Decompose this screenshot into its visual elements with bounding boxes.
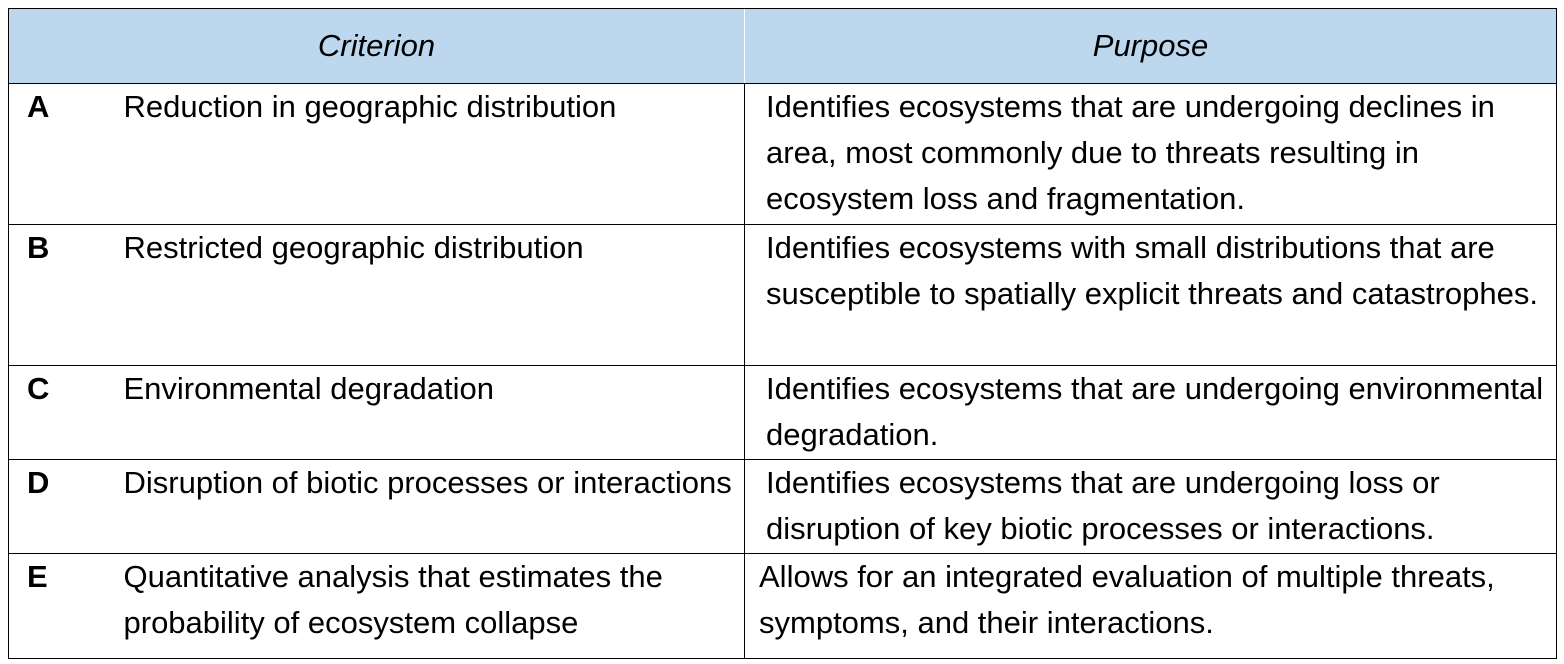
header-criterion: Criterion — [8, 8, 745, 84]
table-row: E Quantitative analysis that estimates t… — [8, 553, 1557, 659]
row-letter: B — [8, 224, 108, 366]
row-purpose: Identifies ecosystems that are undergoin… — [744, 459, 1557, 554]
table-row: B Restricted geographic distribution Ide… — [8, 224, 1557, 366]
criteria-table-container: Criterion Purpose A Reduction in geograp… — [8, 8, 1557, 659]
table-row: A Reduction in geographic distribution I… — [8, 83, 1557, 225]
row-criterion: Disruption of biotic processes or intera… — [107, 459, 745, 554]
row-purpose: Identifies ecosystems with small distrib… — [744, 224, 1557, 366]
row-purpose: Identifies ecosystems that are undergoin… — [744, 83, 1557, 225]
table-header: Criterion Purpose — [8, 8, 1557, 84]
header-row: Criterion Purpose — [8, 8, 1557, 84]
header-purpose: Purpose — [744, 8, 1557, 84]
table-body: A Reduction in geographic distribution I… — [8, 83, 1557, 659]
row-criterion: Restricted geographic distribution — [107, 224, 745, 366]
table-row: C Environmental degradation Identifies e… — [8, 365, 1557, 460]
row-criterion: Reduction in geographic distribution — [107, 83, 745, 225]
row-criterion: Quantitative analysis that estimates the… — [107, 553, 745, 659]
row-purpose: Identifies ecosystems that are undergoin… — [744, 365, 1557, 460]
row-letter: E — [8, 553, 108, 659]
row-letter: C — [8, 365, 108, 460]
table-row: D Disruption of biotic processes or inte… — [8, 459, 1557, 554]
row-letter: D — [8, 459, 108, 554]
row-criterion: Environmental degradation — [107, 365, 745, 460]
criteria-table: Criterion Purpose A Reduction in geograp… — [8, 8, 1557, 659]
row-purpose: Allows for an integrated evaluation of m… — [744, 553, 1557, 659]
row-letter: A — [8, 83, 108, 225]
